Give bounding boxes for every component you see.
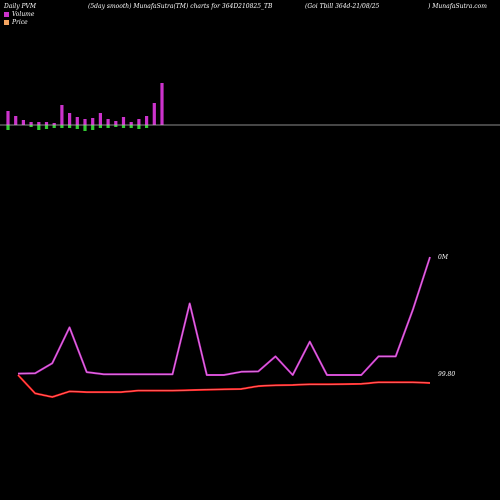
chart-title-left: Daily PVM <box>4 3 37 10</box>
volume-bar-down-3 <box>29 125 33 127</box>
volume-line-highlight <box>17 256 431 376</box>
volume-line <box>17 256 431 376</box>
volume-bar-up-17 <box>137 119 141 125</box>
legend-volume-swatch <box>4 12 9 17</box>
legend-volume: Volume <box>4 11 34 18</box>
volume-bar-down-12 <box>98 125 102 128</box>
volume-bar-up-20 <box>160 83 164 125</box>
volume-bar-down-13 <box>106 125 110 128</box>
price-line-highlight <box>17 374 431 398</box>
volume-bar-down-16 <box>129 125 133 128</box>
volume-bar-down-18 <box>145 125 149 128</box>
volume-bar-up-18 <box>145 116 149 125</box>
volume-bar-up-19 <box>152 103 156 125</box>
volume-bar-down-6 <box>52 125 56 128</box>
volume-bar-up-0 <box>6 111 10 125</box>
volume-bar-up-11 <box>91 118 95 125</box>
volume-bar-up-14 <box>114 121 118 125</box>
volume-bar-down-0 <box>6 125 10 130</box>
volume-bar-down-11 <box>91 125 95 130</box>
volume-bar-down-8 <box>68 125 72 128</box>
volume-bar-up-3 <box>29 122 33 125</box>
volume-bar-down-10 <box>83 125 87 131</box>
volume-bar-up-1 <box>14 116 18 125</box>
volume-bar-down-9 <box>75 125 79 129</box>
volume-bar-up-10 <box>83 119 87 125</box>
volume-bar-down-4 <box>37 125 41 130</box>
chart-title-mid: (5day smooth) MunafaSutra(TM) charts for… <box>88 3 273 10</box>
volume-bar-down-15 <box>121 125 126 128</box>
volume-bar-up-2 <box>21 120 25 125</box>
volume-bar-down-14 <box>114 125 118 127</box>
volume-bar-up-7 <box>60 105 64 125</box>
legend-price: Price <box>4 19 28 26</box>
volume-bar-up-15 <box>121 117 126 125</box>
legend-volume-label: Volume <box>12 11 35 18</box>
volume-bar-down-17 <box>137 125 141 129</box>
price-line <box>17 374 431 398</box>
volume-bar-up-13 <box>106 119 110 125</box>
volume-bar-up-6 <box>52 123 56 125</box>
volume-bar-up-9 <box>75 117 79 125</box>
legend-price-swatch <box>4 20 9 25</box>
price-lines <box>17 256 431 398</box>
chart-brand: ) MunafaSutra.com <box>428 3 487 10</box>
volume-bar-up-5 <box>44 122 49 125</box>
chart-title-right: (Goi Tbill 364d-21/08/25 <box>305 3 380 10</box>
axis-label-volume: 0M <box>438 254 449 261</box>
volume-bar-down-5 <box>44 125 49 129</box>
volume-bar-up-12 <box>98 113 102 125</box>
legend-price-label: Price <box>12 19 28 26</box>
axis-label-price: 99.80 <box>438 371 455 378</box>
volume-bar-up-4 <box>37 122 41 125</box>
volume-bar-down-7 <box>60 125 64 128</box>
volume-bar-up-8 <box>68 113 72 125</box>
volume-bars <box>6 83 164 131</box>
volume-bar-up-16 <box>129 122 133 125</box>
